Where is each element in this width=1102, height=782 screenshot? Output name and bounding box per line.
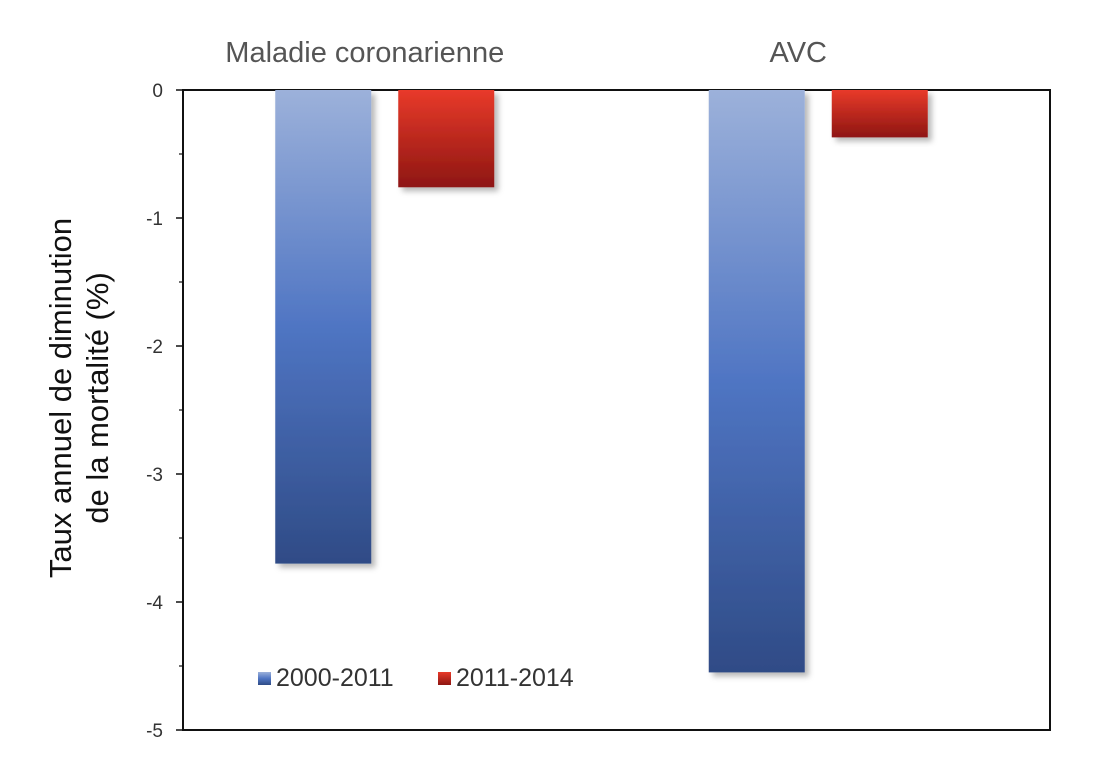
y-axis: 0 -1 -2 -3 -4 -5 (146, 81, 183, 742)
legend-swatch (258, 672, 271, 685)
legend-label: 2000-2011 (276, 664, 394, 692)
bar-2011-2014-avc (831, 90, 928, 138)
y-tick-label: -5 (146, 721, 163, 742)
y-tick-label: -2 (146, 337, 163, 358)
y-tick-label: -3 (146, 465, 163, 486)
bar-2000-2011-avc (708, 90, 805, 673)
legend-swatch (438, 672, 451, 685)
bar-2011-2014-maladie-coronarienne (398, 90, 495, 188)
category-label: Maladie coronarienne (225, 37, 504, 69)
y-axis-label: Taux annuel de diminutionde la mortalité… (43, 218, 115, 578)
category-label: AVC (770, 37, 827, 69)
bars (275, 90, 928, 673)
y-tick-label: -1 (146, 209, 163, 230)
legend-label: 2011-2014 (456, 664, 574, 692)
y-tick-label: 0 (152, 81, 163, 102)
legend: 2000-2011 2011-2014 (258, 664, 574, 692)
category-labels: Maladie coronarienne AVC (225, 37, 827, 69)
bar-2000-2011-maladie-coronarienne (275, 90, 372, 564)
y-tick-label: -4 (146, 593, 163, 614)
